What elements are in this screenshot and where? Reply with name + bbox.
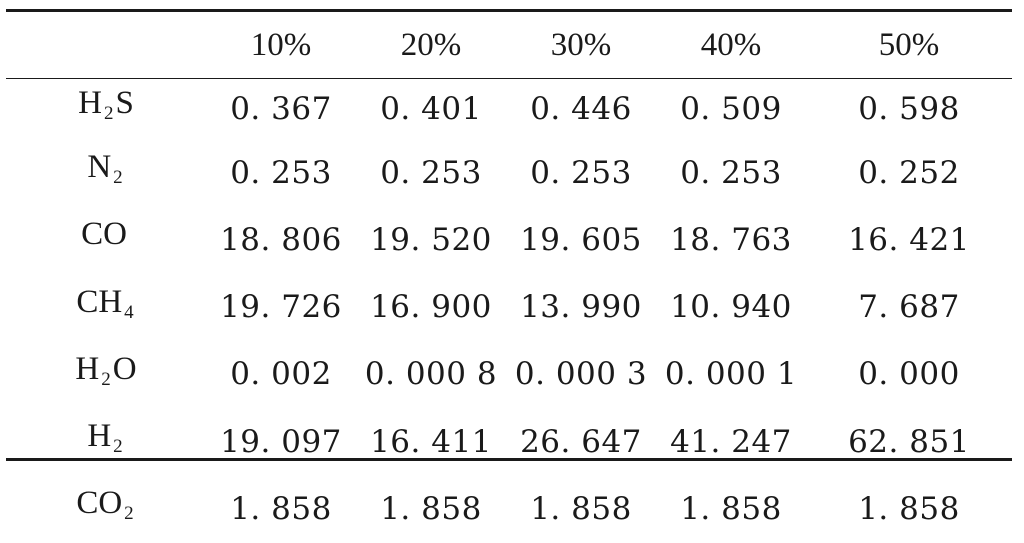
- gas-tail: S: [115, 85, 134, 121]
- header-cell-40pct: 40%: [700, 27, 762, 63]
- header-cell-corner: [6, 12, 206, 78]
- table-cell: 19. 605: [520, 221, 642, 258]
- gas-base: H: [87, 418, 112, 455]
- table-cell: 10. 940: [670, 289, 792, 326]
- gas-base: CO: [76, 485, 123, 522]
- table-row: CO 18. 806 19. 520 19. 605 18. 763 16. 4…: [6, 206, 1012, 273]
- gas-composition-table: 10% 20% 30% 40% 50% H 2S 0. 367 0. 401 0.…: [6, 9, 1012, 527]
- table-cell: 0. 000 8: [364, 356, 498, 393]
- table-cell: 0. 446: [530, 90, 632, 127]
- table-cell: 18. 763: [670, 221, 792, 258]
- top-rule: [6, 9, 1012, 12]
- gas-base: CO: [81, 216, 127, 253]
- gas-subscript: 2: [113, 436, 123, 458]
- gas-subscript: 2: [113, 167, 123, 188]
- table-cell: 0. 401: [380, 90, 482, 127]
- table-cell: 19. 726: [220, 289, 342, 326]
- table-cell: 19. 097: [220, 423, 342, 460]
- table-cell: 7. 687: [858, 289, 960, 326]
- row-label-h2o: H 2O: [6, 341, 206, 408]
- table-cell: 16. 411: [370, 423, 492, 460]
- table-cell: 1. 858: [530, 490, 632, 527]
- table-cell: 0. 000 3: [514, 356, 648, 393]
- table-cell: 0. 598: [858, 90, 960, 127]
- table-cell: 0. 253: [530, 154, 632, 191]
- gas-tail: O: [112, 350, 137, 387]
- table-cell: 0. 000 1: [664, 356, 798, 393]
- header-cell-20pct: 20%: [400, 27, 462, 63]
- bottom-rule: [6, 458, 1012, 461]
- gas-subscript: 2: [124, 503, 134, 525]
- table-cell: 0. 000: [858, 356, 960, 393]
- table-cell: 0. 253: [230, 154, 332, 191]
- table-cell: 18. 806: [220, 221, 342, 258]
- gas-base: H: [75, 350, 100, 387]
- table-cell: 0. 002: [230, 356, 332, 393]
- table-cell: 1. 858: [380, 490, 482, 527]
- table-cell: 16. 900: [370, 289, 492, 326]
- header-rule: [6, 78, 1012, 79]
- header-cell-50pct: 50%: [878, 27, 940, 63]
- row-label-co2: CO 2: [6, 475, 206, 542]
- gas-base: N: [87, 149, 112, 185]
- table-cell: 0. 367: [230, 90, 332, 127]
- table-cell: 1. 858: [230, 490, 332, 527]
- table-cell: 41. 247: [670, 423, 792, 460]
- table-row: CH 4 19. 726 16. 900 13. 990 10. 940 7. 6…: [6, 274, 1012, 341]
- header-cell-30pct: 30%: [550, 27, 612, 63]
- gas-subscript: 2: [101, 368, 111, 390]
- gas-subscript: 4: [124, 301, 134, 323]
- table-row: H 2O 0. 002 0. 000 8 0. 000 3 0. 000 1 0.…: [6, 341, 1012, 408]
- header-cell-10pct: 10%: [250, 27, 312, 63]
- table-cell: 1. 858: [858, 490, 960, 527]
- table-cell: 13. 990: [520, 289, 642, 326]
- row-label-ch4: CH 4: [6, 274, 206, 341]
- table-cell: 62. 851: [848, 423, 970, 460]
- table-cell: 0. 509: [680, 90, 782, 127]
- gas-base: CH: [76, 283, 123, 320]
- table-row: H 2S 0. 367 0. 401 0. 446 0. 509 0. 598: [6, 78, 1012, 139]
- table-cell: 19. 520: [370, 221, 492, 258]
- table-cell: 1. 858: [680, 490, 782, 527]
- table-row: CO 2 1. 858 1. 858 1. 858 1. 858 1. 858: [6, 475, 1012, 542]
- table-cell: 0. 252: [858, 154, 960, 191]
- row-label-h2s: H 2S: [6, 78, 206, 139]
- table-cell: 0. 253: [680, 154, 782, 191]
- table-cell: 0. 253: [380, 154, 482, 191]
- row-label-co: CO: [6, 206, 206, 273]
- gas-subscript: 2: [103, 103, 114, 124]
- data-table: 10% 20% 30% 40% 50% H 2S 0. 367 0. 401 0.…: [6, 12, 1012, 543]
- gas-base: H: [78, 85, 102, 121]
- header-row: 10% 20% 30% 40% 50%: [6, 12, 1012, 78]
- table-cell: 26. 647: [520, 423, 642, 460]
- table-cell: 16. 421: [848, 221, 970, 258]
